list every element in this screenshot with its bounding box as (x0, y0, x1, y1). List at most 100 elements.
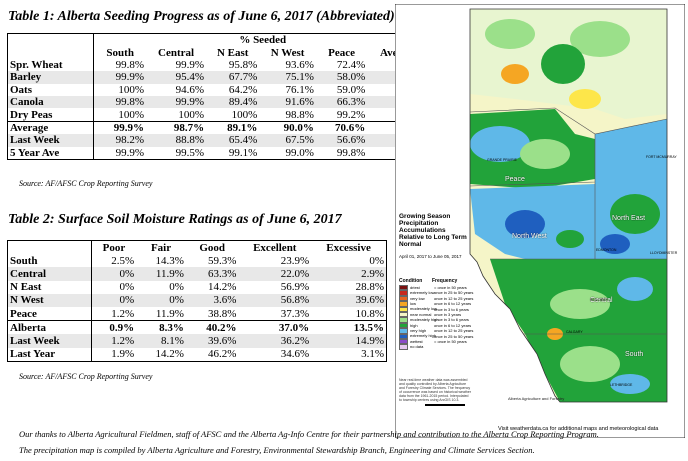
table-row: N East 0% 0% 14.2% 56.9% 28.8% (7, 280, 387, 294)
agency-logo-text: Alberta Agriculture and Forestry (508, 396, 565, 401)
legend-item: moderately lowonce in 3 to 6 years (399, 307, 473, 312)
table-cell: 75.1% (259, 71, 316, 84)
legend-condition: no data (410, 344, 424, 350)
table1-title: Table 1: Alberta Seeding Progress as of … (8, 9, 395, 24)
legend-swatch (399, 295, 408, 302)
table-cell: 14.2% (208, 281, 237, 294)
region-label-north-east: North East (612, 215, 646, 222)
table-cell: 40.2% (185, 320, 239, 335)
table-cell: 8.3% (136, 320, 186, 335)
table-cell: 39.6% (311, 293, 387, 307)
legend-item: wettest = once in 50 years (399, 339, 473, 345)
city-lloydminster: LLOYDMINSTER (650, 251, 678, 255)
table-cell: 3.6% (185, 293, 239, 307)
column-header: Central (158, 46, 195, 59)
city-fort-mcmurray: FORT MCMURRAY (646, 155, 677, 159)
table-cell: 95.4% (146, 71, 207, 84)
table-cell: 99.8% (336, 146, 366, 159)
table-cell: 59.3% (208, 254, 237, 267)
legend-condition: extremely high (410, 333, 437, 339)
legend-item: extremely highonce in 25 to 50 years (399, 333, 473, 339)
legend-item: no data (399, 344, 473, 350)
city-lethbridge: LETHBRIDGE (610, 383, 633, 387)
table-cell: 8.1% (136, 334, 186, 348)
legend-frequency-header: Frequency (432, 278, 458, 284)
alberta-outline (469, 8, 668, 403)
precipitation-map (395, 4, 685, 438)
legend-swatch (399, 317, 408, 323)
table-cell: 99.9% (93, 71, 146, 84)
table-cell: 46.2% (208, 348, 237, 361)
row-label: N West (7, 293, 92, 307)
row-label: Peace (7, 306, 92, 321)
table-cell: 36.2% (238, 334, 312, 348)
row-label: Alberta (7, 320, 92, 335)
legend-frequency: once in 3 to 6 years (434, 306, 469, 312)
legend-swatch (399, 333, 408, 339)
table-cell: 88.8% (146, 134, 207, 147)
table-cell: 67.7% (206, 71, 260, 84)
table-cell: 3.1% (361, 348, 384, 361)
table2-body: South 2.5% 14.3% 59.3% 23.9% 0% Central 0% 11.9%… (7, 254, 387, 362)
table-cell: 99.0% (285, 146, 314, 159)
table-cell: 65.4% (206, 134, 260, 147)
map-date-range: April 01, 2017 to June 05, 2017 (399, 254, 462, 259)
map-legend: driest = once in 50 years extremely lowonc… (399, 285, 473, 350)
legend-item: very high once in 12 to 25 years (399, 327, 473, 334)
table-cell: 28.8% (355, 281, 384, 294)
table-cell: 0% (119, 281, 135, 294)
legend-swatch (399, 328, 408, 334)
table-cell: 10.8% (355, 307, 384, 320)
table-cell: 99.9% (93, 120, 146, 135)
table-cell: 99.8% (93, 95, 146, 109)
table-cell: 56.8% (238, 293, 312, 307)
table-cell: 38.8% (208, 307, 237, 320)
table-cell: 98.8% (285, 108, 314, 121)
row-label: Last Week (7, 334, 92, 348)
region-label-central: Central (590, 297, 613, 304)
column-header: N West (270, 46, 305, 59)
region-label-south: South (625, 351, 644, 358)
table-cell: 63.3% (185, 267, 239, 281)
legend-condition: high (410, 322, 418, 328)
table-cell: 34.6% (280, 348, 310, 361)
column-header: South (106, 46, 134, 59)
legend-frequency: once in 25 to 50 years (434, 290, 474, 296)
table-row: Last Year 1.9% 14.2% 46.2% 34.6% 3.1% (7, 347, 387, 362)
legend-item: extremely lowonce in 25 to 50 years (399, 290, 474, 296)
table-cell: 0% (91, 293, 137, 307)
table-cell: 14.2% (155, 348, 184, 361)
table-cell: 14.3% (155, 254, 184, 267)
legend-item: high once in 6 to 12 years (399, 322, 473, 329)
table1-group-header: % Seeded (239, 34, 287, 47)
table-row: N West 0% 0% 3.6% 56.8% 39.6% (7, 293, 387, 307)
table-cell: 98.7% (146, 120, 207, 135)
map-visit-note: Visit weatherdata.ca for additional maps… (498, 426, 659, 432)
table-row: Peace 1.2% 11.9% 38.8% 37.3% 10.8% (7, 306, 387, 321)
table-cell: 0% (91, 267, 137, 281)
footer-map-credit: The precipitation map is compiled by Alb… (19, 445, 535, 455)
column-header: Poor (102, 241, 126, 254)
table-cell: 1.2% (111, 307, 135, 320)
table-cell: 99.5% (175, 146, 205, 159)
table-cell: 1.2% (91, 334, 137, 348)
legend-condition: very high (410, 327, 427, 333)
city-calgary: CALGARY (566, 330, 583, 334)
city-edmonton: EDMONTON (596, 248, 617, 252)
legend-frequency: once in 6 to 12 years (434, 322, 472, 328)
legend-condition: extremely low (410, 290, 435, 296)
legend-condition: very low (410, 295, 425, 301)
legend-condition: low (410, 300, 417, 306)
table-cell: 13.5% (311, 320, 387, 335)
table-cell: 66.3% (315, 95, 368, 109)
table-cell: 2.9% (311, 267, 387, 281)
row-label: Last Year (7, 347, 92, 362)
column-header: Excellent (253, 241, 297, 254)
